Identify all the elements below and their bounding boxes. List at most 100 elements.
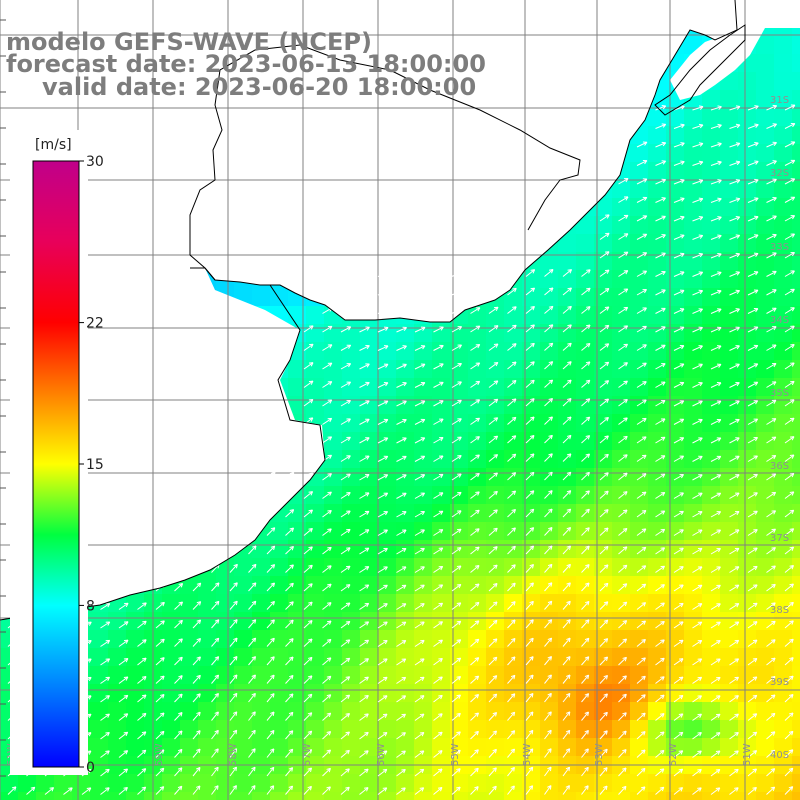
wind-arrow [784,215,796,222]
wind-arrow [507,453,517,462]
wind-arrow [784,675,794,684]
wind-arrow [451,399,462,407]
wind-arrow [229,619,238,629]
wind-arrow [544,545,553,555]
wind-arrow [433,510,444,518]
wind-arrow [470,307,481,314]
wind-arrow [581,711,589,721]
wind-arrow [655,178,666,185]
longitude-label: 57W [302,743,313,766]
wind-arrow [451,547,462,555]
wind-arrow [396,768,406,777]
wind-arrow [710,216,722,222]
wind-arrow [470,601,480,610]
wind-arrow [488,546,498,555]
wind-arrow [692,123,704,129]
wind-arrow [747,565,758,573]
wind-arrow [340,547,351,555]
wind-arrow [692,584,703,592]
wind-arrow [692,639,703,647]
wind-arrow [710,713,721,721]
wind-arrow [303,325,314,333]
wind-arrow [581,582,590,592]
wind-arrow [618,196,629,203]
wind-arrow [618,454,628,462]
wind-arrow [488,601,498,610]
wind-arrow [266,729,275,740]
wind-arrow [636,362,647,370]
wind-arrow [433,400,444,407]
wind-arrow [766,344,777,351]
wind-arrow [710,566,721,573]
wind-arrow [285,674,294,684]
wind-arrow [747,252,759,259]
wind-arrow [766,768,776,777]
wind-arrow [655,676,665,684]
wind-arrow [155,786,165,795]
wind-arrow [451,676,461,684]
wind-arrow [729,400,740,407]
wind-arrow [710,363,722,370]
wind-arrow [618,380,628,388]
wind-arrow [377,382,389,388]
wind-arrow [562,324,572,333]
wind-arrow [618,214,629,222]
wind-arrow [729,234,741,240]
wind-arrow [581,471,590,481]
wind-arrow [396,492,407,499]
wind-arrow [470,546,480,555]
wind-arrow [673,197,685,203]
wind-arrow [396,713,406,721]
wind-arrow [655,344,666,351]
wind-arrow [377,492,389,499]
wind-arrow [655,455,666,462]
wind-arrow [562,748,571,758]
wind-arrow [673,787,684,795]
wind-arrow [784,122,796,129]
wind-arrow [766,583,776,592]
wind-arrow [618,343,628,351]
wind-arrow [784,196,796,203]
wind-arrow [692,695,702,703]
wind-arrow [266,656,275,666]
wind-arrow [396,621,407,629]
wind-arrow [636,767,646,777]
wind-arrow [470,454,480,462]
wind-arrow [488,509,498,518]
wind-arrow [692,713,702,721]
wind-arrow [470,436,480,444]
wind-arrow [784,528,795,536]
wind-arrow [433,529,444,536]
wind-arrow [710,308,722,314]
wind-arrow [636,638,646,647]
wind-arrow [525,785,534,795]
wind-arrow [766,270,777,277]
wind-arrow [174,675,183,684]
wind-arrow [525,508,535,518]
wind-arrow [377,511,388,518]
wind-arrow [544,582,553,592]
wind-arrow [710,732,721,740]
wind-arrow [118,639,129,647]
wind-arrow [710,547,721,555]
wind-arrow [396,345,407,351]
wind-arrow [396,326,407,333]
wind-arrow [303,656,313,666]
wind-arrow [710,123,722,129]
wind-arrow [340,657,351,666]
model-title: modelo GEFS-WAVE (NCEP) [6,28,372,56]
wind-arrow [525,287,536,296]
wind-arrow [229,674,238,684]
wind-arrow [692,750,702,758]
wind-arrow [599,748,608,758]
wind-arrow [655,270,666,277]
wind-arrow [710,345,722,351]
wind-arrow [211,729,219,740]
wind-arrow [470,749,479,758]
wind-arrow [636,159,648,166]
wind-arrow [729,215,741,222]
wind-arrow [636,602,647,610]
wind-arrow [174,638,183,647]
wind-arrow [488,748,497,758]
wind-arrow [544,453,553,462]
